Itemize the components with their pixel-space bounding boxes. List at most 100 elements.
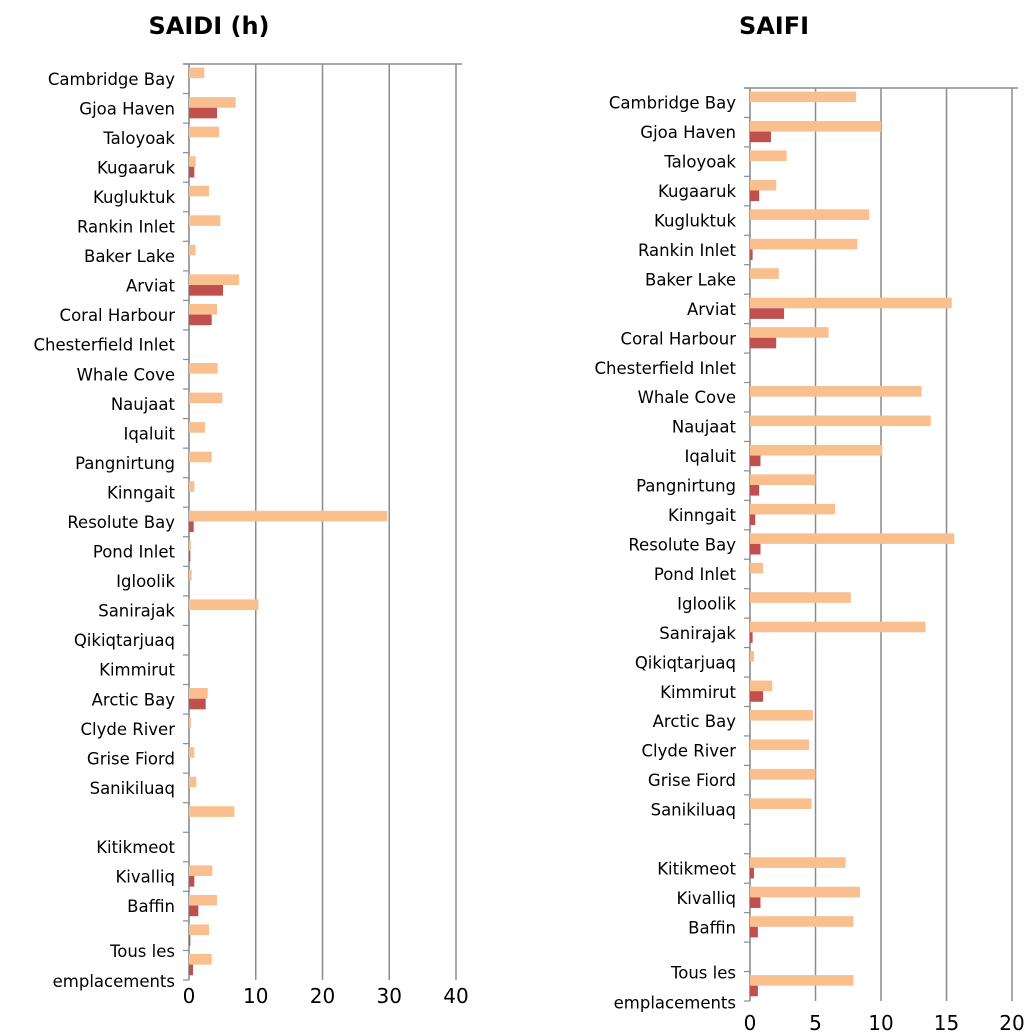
x-tick-label: 10 [243,984,268,1008]
bar-series-1 [750,533,955,544]
x-tick-label: 40 [443,984,468,1008]
bar-series-1 [189,953,212,965]
bar-series-1 [750,120,881,132]
bar-series-2 [750,308,785,319]
bar-series-1 [189,67,205,79]
bar-series-1 [189,97,236,108]
category-label: Arctic Bay [653,712,737,731]
bar-series-2 [750,337,777,349]
category-label: Pangnirtung [636,477,736,496]
bar-series-1 [750,710,813,721]
bar-series-2 [189,314,212,326]
category-label: Baffin [688,918,736,937]
bar-series-1 [750,886,861,898]
category-label: Naujaat [672,418,737,437]
bar-series-1 [750,444,883,456]
saidi-chart: SAIDI (h) 0 10 20 30 40 Cambridge Bay Gjoa Hav… [33,12,468,1008]
category-label: Sanikiluaq [651,801,736,820]
bar-series-1 [750,327,829,338]
bar-series-1 [189,688,208,699]
bar-series-1 [189,599,259,611]
bar-series-1 [750,680,773,692]
bar-series-1 [189,215,221,226]
bar-series-1 [189,422,206,433]
category-label: Qikiqtarjuaq [74,631,175,650]
category-label: Cambridge Bay [609,94,736,113]
bar-series-1 [750,651,754,662]
bar-series-1 [189,451,212,463]
category-label: Iqaluit [123,424,175,443]
category-label: Baffin [127,897,175,916]
category-label: Sanikiluaq [90,779,175,798]
bar-series-1 [750,474,816,486]
bar-series-2 [750,514,756,526]
category-label: Arctic Bay [92,690,176,709]
bar-series-1 [189,540,192,551]
bar-series-1 [189,894,218,906]
category-label: Cambridge Bay [48,70,175,89]
category-label: Tous les [670,963,736,982]
bar-series-1 [750,621,926,633]
category-label: Chesterfield Inlet [594,359,736,378]
category-label: Whale Cove [638,388,736,407]
bar-series-2 [750,691,764,702]
bar-series-2 [750,897,761,908]
category-label: Pangnirtung [75,454,175,473]
category-label: Arviat [687,300,737,319]
chart-title: SAIFI [739,12,809,40]
category-label: Kitikmeot [657,859,736,878]
bar-series-1 [189,776,197,788]
x-tick-label: 0 [183,984,196,1008]
category-label: Kugluktuk [654,212,736,231]
bar-series-1 [189,510,388,522]
x-tick-label: 10 [868,1011,893,1035]
category-label: Kinngait [107,483,175,502]
chart-title: SAIDI (h) [148,12,269,40]
bar-series-1 [189,569,192,581]
bar-series-1 [189,126,220,138]
x-tick-label: 5 [809,1011,822,1035]
bar-series-1 [750,562,764,574]
bar-series-2 [750,249,753,260]
category-label: Kivalliq [676,889,736,908]
bar-series-2 [189,698,206,710]
bar-series-2 [750,867,754,879]
category-label: Gjoa Haven [640,123,736,142]
bar-series-1 [750,768,816,780]
bar-series-1 [189,185,210,197]
bar-series-1 [750,415,931,427]
bar-series-1 [750,268,779,279]
bar-series-2 [189,875,195,887]
category-label: Rankin Inlet [638,241,737,260]
bar-series-2 [189,107,218,119]
x-tick-label: 20 [310,984,335,1008]
bar-series-1 [750,975,854,986]
category-label: Resolute Bay [67,513,175,532]
category-label: Arviat [126,277,176,296]
category-label: Sanirajak [98,602,175,621]
category-label: emplacements [614,993,736,1012]
x-tick-label: 20 [999,1011,1024,1035]
category-label: Kugaaruk [97,158,175,177]
category-label: Taloyoak [102,129,175,148]
bar-series-1 [189,303,218,315]
bar-series-2 [189,964,194,976]
bar-series-2 [750,190,760,202]
bar-series-1 [750,739,809,751]
category-label: Whale Cove [77,365,175,384]
category-label: Taloyoak [663,153,736,172]
bar-series-1 [750,592,851,603]
category-label: Naujaat [111,395,176,414]
bar-series-1 [750,297,952,309]
category-label: Clyde River [642,742,737,761]
bar-series-2 [189,935,191,946]
bar-series-2 [750,131,771,143]
bar-series-1 [750,916,854,927]
bar-series-1 [189,924,210,936]
category-label: Chesterfield Inlet [33,336,175,355]
category-label: emplacements [53,972,175,991]
bar-series-2 [750,455,761,467]
category-label: Igloolik [116,572,175,591]
bar-series-1 [189,717,192,729]
